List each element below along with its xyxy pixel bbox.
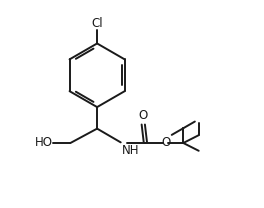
- Text: NH: NH: [122, 144, 140, 157]
- Text: O: O: [139, 109, 148, 122]
- Text: Cl: Cl: [91, 16, 103, 30]
- Text: HO: HO: [35, 136, 53, 150]
- Text: O: O: [161, 136, 171, 150]
